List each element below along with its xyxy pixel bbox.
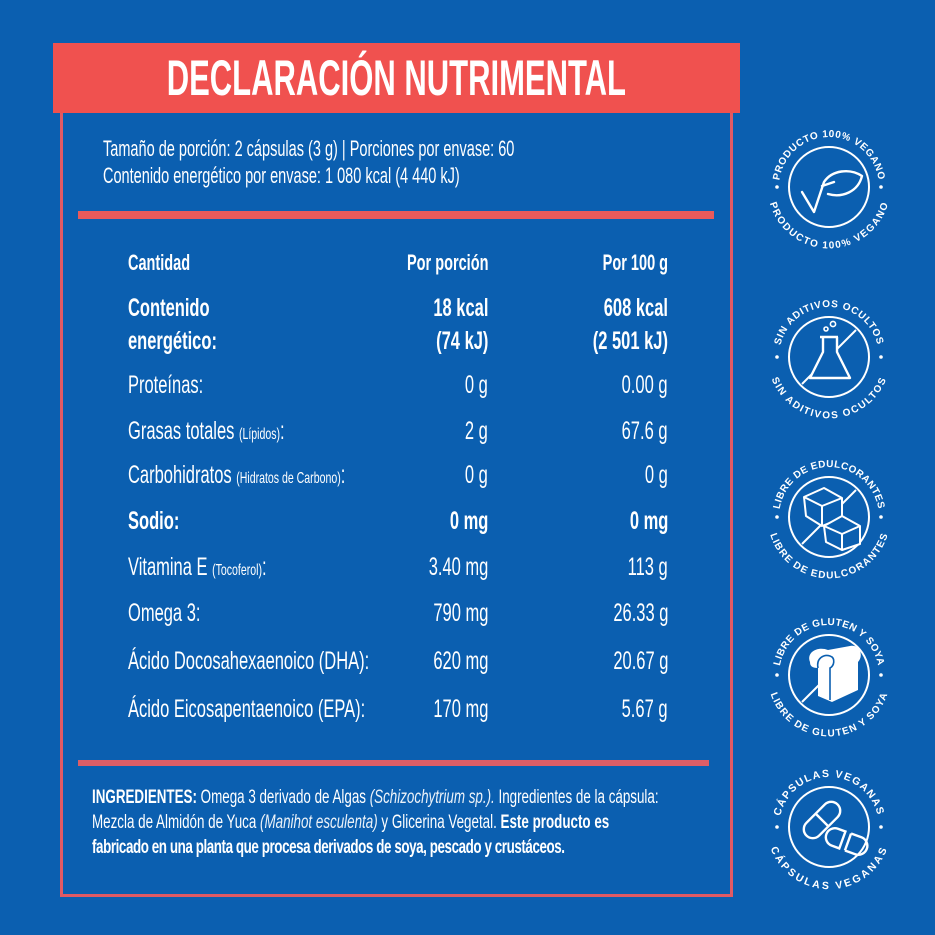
badge-vegan-capsules: CÁPSULAS VEGANAS CÁPSULAS VEGANAS — [762, 760, 896, 894]
table-row-energy: Contenido energético: 18 kcal (74 kJ) 608 … — [128, 292, 668, 360]
table-row: Ácido Eicosapentaenoico (EPA): 170 mg 5.… — [128, 695, 668, 723]
badge-no-sweeteners: LIBRE DE EDULCORANTES LIBRE DE EDULCORAN… — [762, 450, 896, 584]
header-per-100g: Por 100 g — [602, 250, 668, 275]
title-banner: DECLARACIÓN NUTRIMENTAL — [53, 43, 740, 113]
bottom-divider — [78, 760, 709, 766]
vegan-check-leaf-icon: PRODUCTO 100% VEGANO PRODUCTO 100% VEGAN… — [767, 129, 891, 252]
energy-per-package-text: Contenido energético por envase: 1 080 k… — [103, 163, 460, 188]
svg-text:CÁPSULAS VEGANAS: CÁPSULAS VEGANAS — [768, 845, 891, 893]
top-divider — [78, 211, 714, 219]
table-row: Vitamina E (Tocoferol): 3.40 mg 113 g — [128, 553, 668, 581]
svg-text:SIN ADITIVOS OCULTOS: SIN ADITIVOS OCULTOS — [769, 376, 889, 422]
energy-label: Contenido energético: — [128, 294, 217, 355]
no-sweeteners-sugar-cubes-icon: LIBRE DE EDULCORANTES LIBRE DE EDULCORAN… — [767, 459, 890, 582]
badge-no-additives: SIN ADITIVOS OCULTOS SIN ADITIVOS OCULTO… — [762, 290, 896, 424]
serving-size-text: Tamaño de porción: 2 cápsulas (3 g) | Po… — [103, 136, 515, 161]
table-header-row: Cantidad Por porción Por 100 g — [128, 246, 668, 280]
table-row: Sodio: 0 mg 0 mg — [128, 507, 668, 535]
table-row: Omega 3: 790 mg 26.33 g — [128, 599, 668, 627]
svg-text:PRODUCTO 100% VEGANO: PRODUCTO 100% VEGANO — [771, 129, 886, 181]
table-row: Carbohidratos (Hidratos de Carbono): 0 g… — [128, 461, 668, 489]
serving-info: Tamaño de porción: 2 cápsulas (3 g) | Po… — [103, 135, 726, 189]
energy-per-100g: 608 kcal (2 501 kJ) — [592, 294, 668, 355]
svg-text:CÁPSULAS VEGANAS: CÁPSULAS VEGANAS — [771, 768, 886, 817]
badge-gluten-soy-free: LIBRE DE GLUTEN Y SOYA LIBRE DE GLUTEN Y… — [762, 608, 896, 742]
vegan-capsules-icon: CÁPSULAS VEGANAS CÁPSULAS VEGANAS — [768, 768, 891, 893]
nutrition-panel-frame — [60, 100, 733, 897]
page-title: DECLARACIÓN NUTRIMENTAL — [166, 50, 627, 106]
ingredients-text: INGREDIENTES: Omega 3 derivado de Algas … — [92, 787, 659, 858]
header-per-serving: Por porción — [406, 250, 488, 275]
table-row: Proteínas: 0 g 0.00 g — [128, 371, 668, 399]
header-quantity: Cantidad — [128, 250, 191, 275]
badge-vegan-product: PRODUCTO 100% VEGANO PRODUCTO 100% VEGAN… — [762, 120, 896, 254]
gluten-free-bread-icon: LIBRE DE GLUTEN Y SOYA LIBRE DE GLUTEN Y… — [768, 617, 890, 740]
energy-per-serving: 18 kcal (74 kJ) — [432, 294, 488, 355]
table-row: Ácido Docosahexaenoico (DHA): 620 mg 20.… — [128, 647, 668, 675]
no-additives-flask-icon: SIN ADITIVOS OCULTOS SIN ADITIVOS OCULTO… — [769, 299, 889, 422]
table-row: Grasas totales (Lípidos): 2 g 67.6 g — [128, 417, 668, 445]
